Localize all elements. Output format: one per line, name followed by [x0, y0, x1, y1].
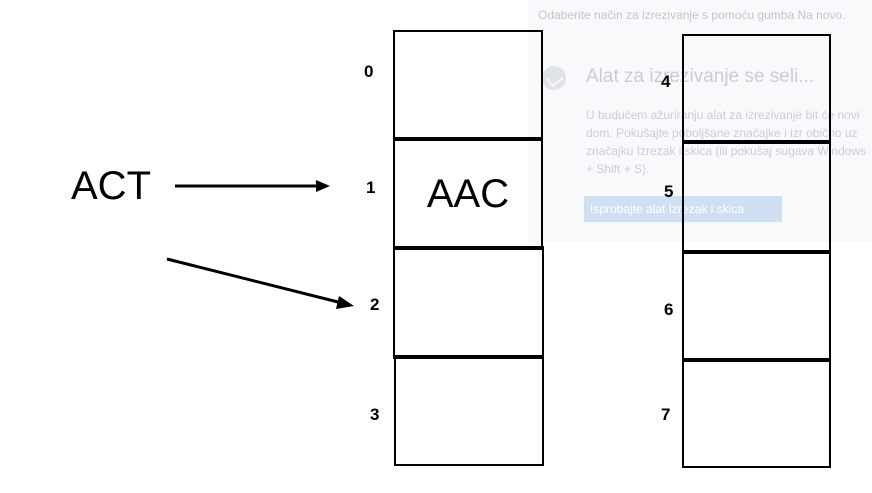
cell-index-6: 6 [664, 300, 674, 319]
cell-1-content: AAC [426, 171, 510, 216]
cell-index-0: 0 [364, 62, 374, 81]
cell-index-1: 1 [366, 178, 376, 197]
cell-divider [682, 140, 831, 144]
notification-body: U budućem ažuriranju alat za izrezivanje… [586, 108, 867, 176]
arrow-to-cell-2 [166, 257, 354, 309]
cell-index-7: 7 [661, 405, 671, 424]
cell-divider [393, 137, 543, 141]
cell-divider [393, 246, 544, 250]
cell-divider [682, 358, 831, 362]
cell-index-4: 4 [661, 72, 671, 91]
notification-title: Alat za izrezivanje se seli... [586, 66, 815, 87]
cell-divider [682, 250, 831, 254]
snip-tool-icon [542, 66, 566, 90]
cell-index-2: 2 [370, 295, 380, 314]
cell-divider [394, 355, 544, 359]
cell-index-3: 3 [370, 405, 380, 424]
notification-top-text: Odaberite način za izrezivanje s pomoću … [538, 8, 846, 22]
arrow-act-to-cell-1 [175, 180, 330, 192]
act-label: ACT [71, 164, 151, 208]
cell-index-5: 5 [664, 182, 674, 201]
